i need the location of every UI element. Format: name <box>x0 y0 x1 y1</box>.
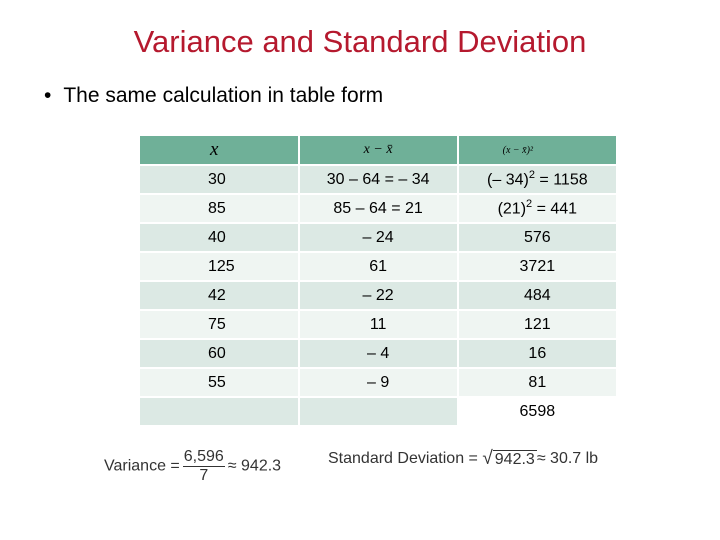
cell-squared: 3721 <box>456 251 619 282</box>
table-row: 75 11 121 <box>138 309 619 340</box>
cell-x: 125 <box>138 251 300 282</box>
table-row: 125 61 3721 <box>138 251 619 282</box>
variance-formula: Variance = 6,596 7 ≈ 942.3 <box>104 448 281 485</box>
cell-x: 30 <box>138 164 300 195</box>
cell-deviation: – 24 <box>297 222 459 253</box>
cell-empty <box>297 396 459 427</box>
cell-squared: (21)2 = 441 <box>456 193 619 224</box>
header-x: x <box>138 134 300 166</box>
cell-deviation: – 22 <box>297 280 459 311</box>
header-deviation: x − x̄ <box>297 134 459 166</box>
table-row: 42 – 22 484 <box>138 280 619 311</box>
variance-denominator: 7 <box>199 467 209 484</box>
cell-deviation: 11 <box>297 309 459 340</box>
cell-squared: 81 <box>456 367 619 398</box>
slide-title: Variance and Standard Deviation <box>133 24 587 59</box>
cell-x: 60 <box>138 338 300 369</box>
cell-deviation: 85 – 64 = 21 <box>297 193 459 224</box>
standard-deviation-formula: Standard Deviation = √ 942.3 ≈ 30.7 lb <box>328 448 598 470</box>
cell-x: 75 <box>138 309 300 340</box>
table-total-row: 6598 <box>138 396 619 427</box>
variance-result: ≈ 942.3 <box>227 457 282 475</box>
cell-squared: 16 <box>456 338 619 369</box>
cell-squared: (– 34)2 = 1158 <box>456 164 619 195</box>
sd-result: ≈ 30.7 lb <box>536 450 599 467</box>
square-root-icon: √ <box>482 448 493 469</box>
sd-radicand: 942.3 <box>492 450 537 468</box>
table-row: 55 – 9 81 <box>138 367 619 398</box>
cell-deviation: – 9 <box>297 367 459 398</box>
header-squared-deviation: (x − x̄)² <box>456 134 619 166</box>
sd-label: Standard Deviation = <box>328 450 478 467</box>
table-row: 60 – 4 16 <box>138 338 619 369</box>
table-header-row: x x − x̄ (x − x̄)² <box>138 134 619 166</box>
cell-squared: 121 <box>456 309 619 340</box>
cell-empty <box>138 396 300 427</box>
bullet-dot-icon: • <box>44 84 52 107</box>
exponent: 2 <box>526 198 533 211</box>
bullet-point: • The same calculation in table form <box>44 84 383 108</box>
table-row: 30 30 – 64 = – 34 (– 34)2 = 1158 <box>138 164 619 195</box>
sqrt-expression: √ 942.3 <box>482 448 537 469</box>
variance-fraction: 6,596 7 <box>182 448 225 485</box>
bullet-text: The same calculation in table form <box>63 84 384 107</box>
cell-x: 42 <box>138 280 300 311</box>
calculation-table: x x − x̄ (x − x̄)² 30 30 – 64 = – 34 (– … <box>138 134 619 427</box>
variance-numerator: 6,596 <box>182 448 225 467</box>
cell-deviation: – 4 <box>297 338 459 369</box>
table-row: 85 85 – 64 = 21 (21)2 = 441 <box>138 193 619 224</box>
exponent: 2 <box>528 169 535 182</box>
cell-x: 85 <box>138 193 300 224</box>
cell-x: 55 <box>138 367 300 398</box>
cell-deviation: 61 <box>297 251 459 282</box>
table-row: 40 – 24 576 <box>138 222 619 253</box>
cell-x: 40 <box>138 222 300 253</box>
cell-squared: 484 <box>456 280 619 311</box>
sum-of-squares: 6598 <box>456 396 619 427</box>
variance-label: Variance = <box>104 457 180 475</box>
cell-deviation: 30 – 64 = – 34 <box>297 164 459 195</box>
cell-squared: 576 <box>456 222 619 253</box>
